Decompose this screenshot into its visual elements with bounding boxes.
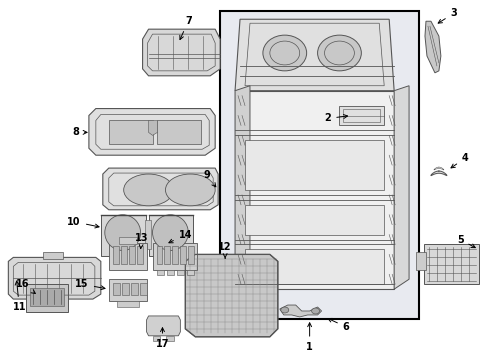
Bar <box>117 301 139 307</box>
Bar <box>119 237 137 244</box>
Text: 17: 17 <box>156 328 169 349</box>
Text: 10: 10 <box>68 217 99 228</box>
Text: 1: 1 <box>306 323 313 352</box>
Polygon shape <box>148 121 157 135</box>
Bar <box>113 247 119 264</box>
Bar <box>156 247 163 264</box>
Bar <box>343 109 380 122</box>
Polygon shape <box>235 19 394 91</box>
Bar <box>416 252 426 270</box>
Bar <box>424 244 479 284</box>
Text: 14: 14 <box>169 230 192 243</box>
Ellipse shape <box>152 215 188 251</box>
Polygon shape <box>89 109 215 155</box>
Ellipse shape <box>318 35 361 71</box>
Text: 7: 7 <box>180 16 192 40</box>
Text: 11: 11 <box>13 281 26 312</box>
Polygon shape <box>147 316 180 336</box>
Bar <box>165 247 171 264</box>
Bar <box>109 279 147 301</box>
Ellipse shape <box>123 174 173 206</box>
Bar <box>43 252 63 260</box>
Bar <box>340 105 384 125</box>
Bar <box>167 336 174 341</box>
Bar <box>101 215 146 256</box>
Bar <box>187 270 195 275</box>
Text: 5: 5 <box>457 234 475 248</box>
Text: 13: 13 <box>135 233 148 248</box>
Bar <box>30 288 64 306</box>
Text: 9: 9 <box>203 170 216 187</box>
Bar <box>121 247 127 264</box>
Bar <box>152 336 161 341</box>
Bar <box>26 284 68 312</box>
Polygon shape <box>425 21 441 73</box>
Polygon shape <box>143 29 220 76</box>
Text: 16: 16 <box>16 279 35 293</box>
Bar <box>157 270 165 275</box>
Bar <box>152 243 197 270</box>
Ellipse shape <box>105 215 141 251</box>
Bar <box>220 11 419 319</box>
Bar <box>168 270 174 275</box>
Bar <box>245 249 384 284</box>
Text: 6: 6 <box>328 319 349 332</box>
Bar <box>140 283 147 295</box>
Bar <box>145 220 150 249</box>
Bar <box>131 283 138 295</box>
Bar <box>177 270 184 275</box>
Bar <box>245 140 384 190</box>
Polygon shape <box>235 91 394 289</box>
Ellipse shape <box>166 174 215 206</box>
Text: 8: 8 <box>72 127 87 138</box>
Polygon shape <box>431 171 447 176</box>
Polygon shape <box>280 305 321 317</box>
Bar <box>157 121 201 144</box>
Polygon shape <box>394 86 409 289</box>
Bar <box>109 121 152 144</box>
Text: 4: 4 <box>451 153 468 168</box>
Bar <box>148 215 193 256</box>
Polygon shape <box>185 255 278 337</box>
Ellipse shape <box>312 308 319 314</box>
Bar <box>245 205 384 235</box>
Polygon shape <box>8 257 101 299</box>
Text: 2: 2 <box>324 113 347 123</box>
Polygon shape <box>103 168 218 210</box>
Bar <box>129 247 135 264</box>
Bar <box>137 247 143 264</box>
Ellipse shape <box>281 307 289 313</box>
Bar <box>122 283 129 295</box>
Bar <box>188 247 195 264</box>
Polygon shape <box>235 86 250 289</box>
Text: 15: 15 <box>75 279 105 290</box>
Text: 12: 12 <box>219 243 232 258</box>
Bar <box>180 247 186 264</box>
Bar <box>172 247 178 264</box>
Bar <box>109 243 147 270</box>
Ellipse shape <box>263 35 307 71</box>
Bar <box>113 283 120 295</box>
Text: 3: 3 <box>438 8 457 23</box>
